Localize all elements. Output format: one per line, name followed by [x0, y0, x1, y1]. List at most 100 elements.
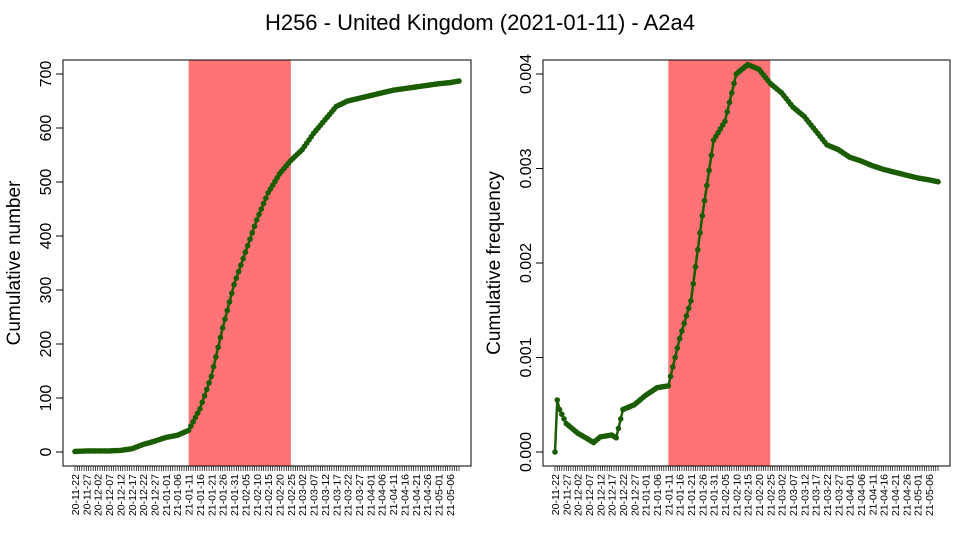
data-point: [694, 246, 701, 253]
x-tick-label: 21-01-16: [675, 474, 687, 516]
x-tick-label: 21-01-06: [172, 474, 184, 516]
data-point: [728, 90, 735, 96]
data-point: [249, 229, 256, 236]
x-tick-label: 21-01-26: [697, 474, 709, 516]
data-point: [679, 328, 685, 334]
x-tick-label: 21-04-21: [411, 474, 423, 516]
x-tick-label: 20-11-22: [70, 474, 82, 515]
data-point: [215, 344, 221, 351]
chart-panel-2: 0.000 0.001 0.002 0.003 0.004 Cumulative freq…: [484, 54, 951, 516]
x-tick-label: 21-03-27: [833, 474, 845, 516]
data-point: [683, 313, 690, 319]
data-point: [556, 406, 563, 413]
x-tick-label: 21-01-16: [195, 474, 207, 516]
data-point: [188, 423, 194, 429]
x-tick-label: 21-02-20: [274, 474, 286, 516]
data-point: [681, 320, 687, 327]
data-point: [194, 410, 201, 416]
data-point: [208, 373, 215, 380]
x-tick-label: 21-02-10: [252, 474, 264, 516]
x-tick-label: 20-12-22: [138, 474, 150, 516]
x-tick-label: 21-05-01: [913, 474, 925, 516]
x-tick-label: 20-12-27: [150, 474, 162, 516]
x-tick-label: 21-04-06: [856, 474, 868, 516]
data-point: [692, 263, 699, 270]
data-point: [258, 206, 265, 212]
x-tick-label: 20-11-27: [81, 474, 93, 515]
x-tick-label: 21-03-22: [822, 474, 834, 516]
data-point: [235, 268, 242, 275]
data-point: [706, 167, 712, 174]
x-tick-label: 21-04-11: [388, 474, 400, 515]
data-point: [226, 299, 233, 305]
data-point: [206, 380, 212, 386]
x-tick-label: 21-02-15: [263, 474, 275, 516]
x-tick-label: 21-03-02: [297, 474, 309, 516]
chart-panel-1: 0 100 200 300 400 500 600 700 Cumulative number 2…: [4, 59, 472, 516]
x-tick-label: 21-01-06: [652, 474, 664, 516]
data-point: [240, 255, 246, 262]
x-tick-label: 21-04-06: [377, 474, 389, 516]
data-point: [256, 211, 262, 218]
data-point: [197, 406, 203, 412]
x-tick-label: 20-12-02: [573, 474, 585, 516]
data-point: [233, 275, 240, 281]
x-tick-label: 21-01-01: [641, 474, 653, 516]
data-point: [701, 197, 708, 204]
data-point: [201, 393, 208, 399]
y-tick-label: 300: [38, 277, 55, 304]
x-tick-label: 21-01-31: [229, 474, 241, 516]
data-point: [185, 427, 192, 434]
x-tick-label: 20-12-17: [127, 474, 139, 516]
data-point: [222, 316, 228, 322]
data-point: [244, 242, 251, 249]
data-point: [210, 363, 217, 370]
data-point: [253, 217, 260, 223]
data-point: [685, 305, 692, 312]
data-point: [558, 411, 565, 418]
x-tick-label: 20-12-27: [629, 474, 641, 516]
x-tick-label: 21-03-17: [331, 474, 343, 516]
x-tick-label: 21-05-06: [445, 474, 457, 516]
y-tick-label: 700: [38, 61, 55, 88]
x-tick-label: 21-04-21: [890, 474, 902, 516]
x-tick-label: 21-03-07: [788, 474, 800, 516]
data-point: [724, 109, 731, 115]
x-tick-label: 21-03-12: [320, 474, 332, 516]
x-tick-label: 21-03-12: [799, 474, 811, 516]
x-tick-label: 21-01-21: [206, 474, 218, 516]
x-tick-label: 21-04-26: [901, 474, 913, 516]
x-tick-label: 21-02-15: [743, 474, 755, 516]
x-tick-label: 21-01-31: [709, 474, 721, 516]
x-tick-label: 20-11-22: [550, 474, 562, 515]
x-tick-label: 21-01-11: [184, 474, 196, 515]
data-point: [676, 335, 683, 342]
data-point: [935, 178, 941, 185]
x-tick-label: 20-12-12: [595, 474, 607, 516]
data-point: [690, 280, 697, 287]
x-tick-label: 21-01-11: [663, 474, 675, 515]
x-tick-label: 21-01-21: [686, 474, 698, 516]
x-tick-label: 21-04-01: [845, 474, 857, 516]
data-point: [224, 307, 231, 314]
x-tick-label: 21-03-27: [354, 474, 366, 516]
data-point: [554, 397, 561, 403]
x-tick-label: 20-12-22: [618, 474, 630, 516]
plot-frame: [62, 59, 472, 467]
x-tick-label: 21-05-06: [924, 474, 936, 516]
x-tick-label: 21-02-20: [754, 474, 766, 516]
data-point: [688, 298, 694, 304]
data-point: [456, 78, 462, 84]
data-point: [708, 152, 715, 159]
x-tick-label: 20-12-07: [584, 474, 596, 516]
y-tick-label: 400: [38, 223, 55, 250]
y-tick-label: 0: [38, 447, 55, 456]
x-tick-label: 21-04-11: [867, 474, 879, 515]
x-tick-label: 21-02-10: [731, 474, 743, 516]
x-tick-label: 21-04-01: [365, 474, 377, 516]
x-tick-label: 20-12-07: [104, 474, 116, 516]
y-tick-label: 600: [38, 115, 55, 142]
data-point: [190, 418, 196, 425]
x-tick-label: 21-03-22: [343, 474, 355, 516]
data-point: [217, 334, 224, 341]
